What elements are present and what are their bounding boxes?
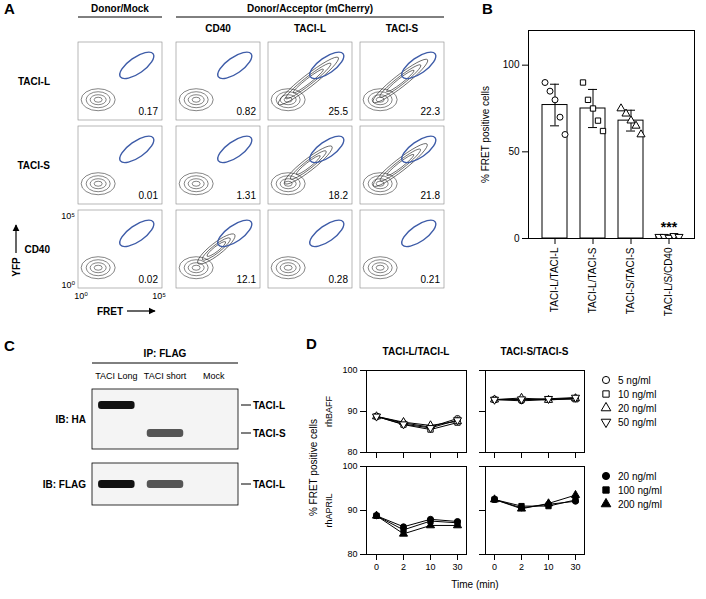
svg-text:20 ng/ml: 20 ng/ml — [618, 403, 656, 414]
svg-text:CD40: CD40 — [24, 244, 50, 255]
svg-text:Donor/Mock: Donor/Mock — [91, 3, 149, 14]
html-text:Time (min): Time (min) — [451, 579, 499, 590]
svg-text:C: C — [4, 337, 15, 354]
svg-text:2: 2 — [519, 562, 524, 572]
svg-text:TACI-S: TACI-S — [253, 428, 286, 439]
svg-text:21.8: 21.8 — [421, 190, 441, 201]
svg-text:100: 100 — [342, 365, 357, 375]
svg-text:TACI-L: TACI-L — [294, 23, 326, 34]
svg-text:30: 30 — [570, 562, 580, 572]
svg-text:TACI-S: TACI-S — [386, 23, 419, 34]
svg-text:IB: HA: IB: HA — [55, 414, 86, 425]
svg-text:0: 0 — [492, 562, 497, 572]
svg-text:0: 0 — [374, 562, 379, 572]
svg-text:IB: FLAG: IB: FLAG — [43, 479, 87, 490]
svg-text:0.28: 0.28 — [329, 274, 349, 285]
svg-text:CD40: CD40 — [205, 23, 231, 34]
svg-text:100: 100 — [503, 59, 520, 70]
svg-text:***: *** — [661, 219, 678, 235]
svg-text:rhAPRIL: rhAPRIL — [324, 493, 334, 527]
svg-text:TACI-L: TACI-L — [253, 479, 285, 490]
svg-text:TACI-L/TACI-S: TACI-L/TACI-S — [587, 247, 598, 313]
svg-text:2: 2 — [401, 562, 406, 572]
svg-text:200 ng/ml: 200 ng/ml — [618, 499, 662, 510]
svg-text:TACI-L/S/CD40: TACI-L/S/CD40 — [663, 247, 674, 316]
svg-text:10 ng/ml: 10 ng/ml — [618, 389, 656, 400]
svg-text:Mock: Mock — [203, 371, 225, 381]
svg-text:100 ng/ml: 100 ng/ml — [618, 485, 662, 496]
svg-text:rhBAFF: rhBAFF — [324, 396, 334, 428]
svg-text:IP: FLAG: IP: FLAG — [144, 348, 187, 359]
svg-text:90: 90 — [347, 406, 357, 416]
html-text:B: B — [482, 0, 493, 17]
svg-text:20 ng/ml: 20 ng/ml — [618, 471, 656, 482]
svg-text:TACI-S: TACI-S — [17, 160, 50, 171]
html-text:D: D — [306, 335, 317, 352]
svg-text:50: 50 — [508, 146, 520, 157]
svg-text:0.21: 0.21 — [421, 274, 441, 285]
svg-text:0.82: 0.82 — [237, 106, 257, 117]
svg-text:10: 10 — [543, 562, 553, 572]
svg-text:80: 80 — [347, 447, 357, 457]
svg-text:0: 0 — [514, 233, 520, 244]
svg-text:22.3: 22.3 — [421, 106, 441, 117]
svg-text:A: A — [4, 0, 15, 17]
svg-text:TACI-L: TACI-L — [253, 400, 285, 411]
svg-text:TACI-L/TACI-L: TACI-L/TACI-L — [549, 247, 560, 312]
svg-text:1.31: 1.31 — [237, 190, 257, 201]
svg-text:TACI Long: TACI Long — [95, 371, 137, 381]
html-text:% FRET positive cells: % FRET positive cells — [307, 419, 319, 516]
svg-text:10: 10 — [425, 562, 435, 572]
svg-text:25.5: 25.5 — [329, 106, 349, 117]
svg-text:0.01: 0.01 — [139, 190, 159, 201]
svg-text:0.17: 0.17 — [139, 106, 159, 117]
svg-text:FRET: FRET — [97, 306, 123, 317]
svg-text:10⁰: 10⁰ — [61, 280, 75, 290]
svg-text:TACI-L: TACI-L — [18, 76, 50, 87]
svg-text:12.1: 12.1 — [237, 274, 257, 285]
svg-text:90: 90 — [347, 505, 357, 515]
svg-text:18.2: 18.2 — [329, 190, 349, 201]
html-text:TACI-S/TACI-S: TACI-S/TACI-S — [500, 346, 569, 357]
svg-text:10⁰: 10⁰ — [74, 291, 88, 301]
svg-text:50 ng/ml: 50 ng/ml — [618, 417, 656, 428]
svg-text:YFP: YFP — [11, 257, 22, 277]
svg-text:80: 80 — [347, 549, 357, 559]
svg-text:30: 30 — [452, 562, 462, 572]
svg-text:10⁵: 10⁵ — [152, 291, 166, 301]
svg-text:Donor/Acceptor (mCherry): Donor/Acceptor (mCherry) — [247, 3, 373, 14]
svg-text:% FRET positive cells: % FRET positive cells — [480, 86, 491, 183]
svg-text:TACI short: TACI short — [144, 371, 187, 381]
svg-text:TACI-S/TACI-S: TACI-S/TACI-S — [625, 247, 636, 314]
svg-text:100: 100 — [342, 461, 357, 471]
svg-text:10⁵: 10⁵ — [61, 211, 75, 221]
html-text:TACI-L/TACI-L: TACI-L/TACI-L — [382, 346, 450, 357]
svg-text:5 ng/ml: 5 ng/ml — [618, 375, 651, 386]
svg-text:0.02: 0.02 — [139, 274, 159, 285]
